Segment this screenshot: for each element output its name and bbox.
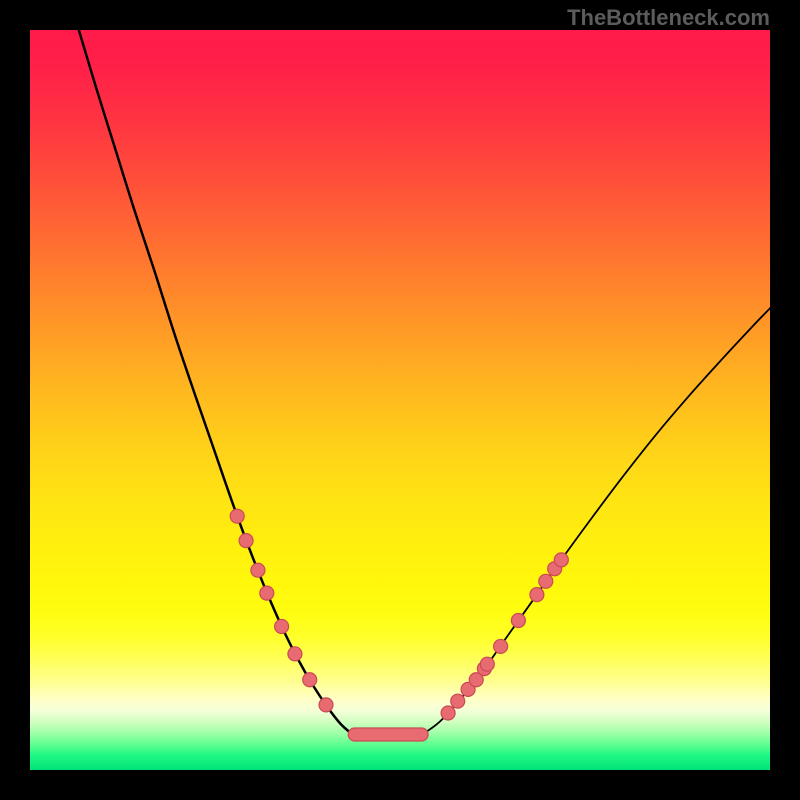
- marker-bottom-bar: [348, 728, 428, 741]
- marker-left: [319, 698, 333, 712]
- marker-right: [441, 706, 455, 720]
- marker-left: [230, 509, 244, 523]
- marker-right: [480, 657, 494, 671]
- marker-right: [494, 639, 508, 653]
- marker-right: [530, 588, 544, 602]
- plot-area: [30, 30, 770, 770]
- marker-left: [239, 534, 253, 548]
- marker-left: [251, 563, 265, 577]
- marker-right: [554, 553, 568, 567]
- chart-container: TheBottleneck.com: [0, 0, 800, 800]
- marker-right: [451, 694, 465, 708]
- bottleneck-chart: [30, 30, 770, 770]
- watermark-text: TheBottleneck.com: [567, 5, 770, 31]
- marker-left: [260, 586, 274, 600]
- plot-background: [30, 30, 770, 770]
- marker-left: [303, 673, 317, 687]
- marker-left: [275, 619, 289, 633]
- marker-left: [288, 647, 302, 661]
- marker-right: [539, 574, 553, 588]
- marker-right: [511, 614, 525, 628]
